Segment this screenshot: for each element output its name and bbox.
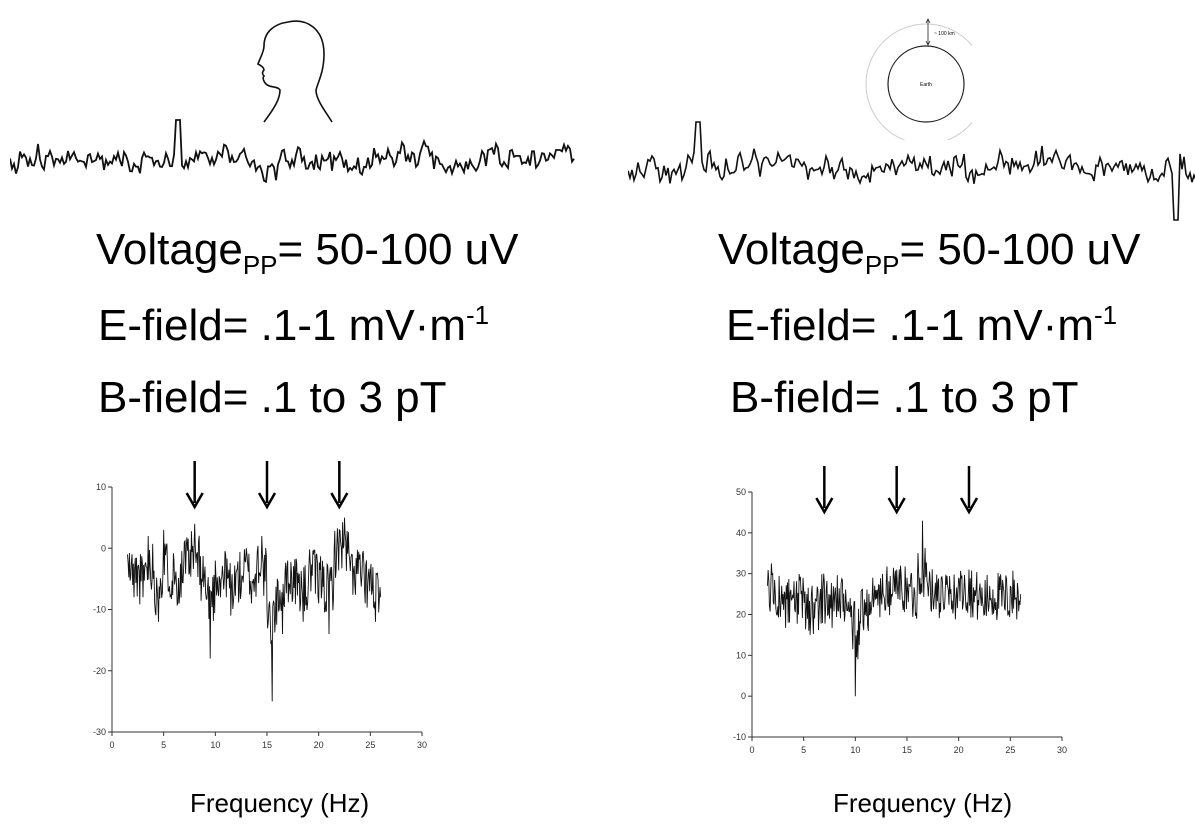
x-tick-label: 10 [210, 740, 220, 750]
schumann-signal-trace [628, 121, 1195, 221]
y-tick-label: -30 [93, 727, 106, 737]
bfield-label: B-field= .1 to 3 pT [98, 373, 447, 422]
down-arrow-icon [959, 466, 979, 515]
y-tick-label: -10 [733, 732, 746, 742]
y-tick-label: 10 [736, 650, 746, 660]
y-tick-label: -10 [93, 605, 106, 615]
efield-label: E-field= .1-1 mV·m-1 [726, 300, 1118, 350]
x-tick-label: 15 [902, 745, 912, 755]
earth-diagram-icon: ~ 100 km Earth [865, 18, 972, 140]
y-tick-label: 0 [101, 543, 106, 553]
x-tick-label: 25 [365, 740, 375, 750]
y-tick-label: 0 [741, 691, 746, 701]
earth-label: Earth [920, 82, 932, 88]
bfield-label: B-field= .1 to 3 pT [730, 373, 1079, 422]
x-tick-label: 30 [417, 740, 427, 750]
x-tick-label: 30 [1057, 745, 1067, 755]
x-axis-title: Frequency (Hz) [190, 788, 370, 818]
y-tick-label: 10 [96, 482, 106, 492]
x-tick-label: 5 [801, 745, 806, 755]
down-arrow-icon [887, 466, 906, 515]
left-panel: VoltagePP= 50-100 uV E-field= .1-1 mV·m-… [10, 20, 575, 818]
spectrum-line [767, 520, 1022, 697]
right-panel: ~ 100 km Earth VoltagePP= 50-100 uV E-fi… [600, 0, 1195, 828]
y-tick-label: -20 [93, 666, 106, 676]
x-tick-label: 15 [262, 740, 272, 750]
x-tick-label: 10 [850, 745, 860, 755]
voltage-label: VoltagePP= 50-100 uV [718, 225, 1141, 280]
down-arrow-icon [815, 466, 834, 515]
spectrum-chart-left: 0 5 10 15 20 25 30 -30 -20 -10 0 10 [93, 461, 427, 750]
eeg-signal-trace [10, 119, 575, 184]
x-tick-label: 20 [314, 740, 324, 750]
y-tick-label: 30 [736, 569, 746, 579]
x-tick-label: 20 [954, 745, 964, 755]
x-tick-label: 5 [161, 740, 166, 750]
down-arrow-icon [257, 461, 277, 510]
x-tick-label: 25 [1005, 745, 1015, 755]
y-tick-label: 40 [736, 528, 746, 538]
down-arrow-icon [330, 461, 349, 510]
x-tick-label: 0 [109, 740, 114, 750]
down-arrow-icon [185, 461, 204, 510]
x-tick-label: 0 [749, 745, 754, 755]
voltage-label: VoltagePP= 50-100 uV [96, 225, 519, 280]
y-tick-label: 50 [736, 487, 746, 497]
y-tick-label: 20 [736, 610, 746, 620]
efield-label: E-field= .1-1 mV·m-1 [98, 300, 490, 350]
distance-label: ~ 100 km [934, 31, 955, 37]
human-head-icon [257, 20, 333, 123]
spectrum-line [127, 517, 382, 702]
x-axis-title: Frequency (Hz) [833, 788, 1013, 818]
